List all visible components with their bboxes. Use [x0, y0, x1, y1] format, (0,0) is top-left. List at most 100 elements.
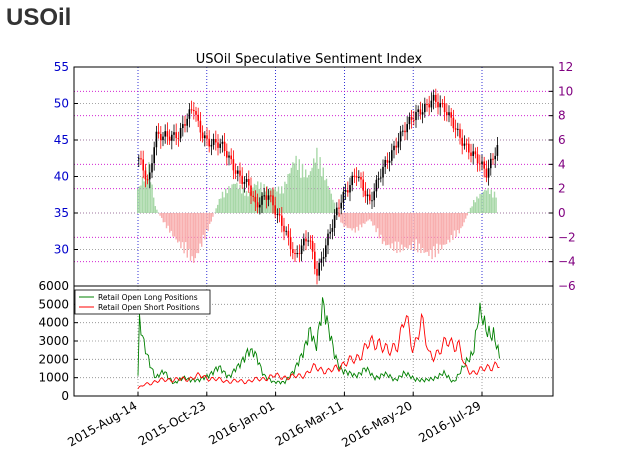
sentiment-bar [468, 211, 470, 213]
candle-body [362, 179, 364, 191]
candle-body [404, 130, 406, 133]
sentiment-bar [298, 159, 300, 213]
sentiment-bar [217, 204, 219, 213]
sentiment-bar [145, 167, 147, 213]
sentiment-bar [431, 213, 433, 260]
sentiment-bar [362, 213, 364, 224]
right-tick-label: 10 [558, 84, 573, 98]
candle-body [417, 109, 419, 112]
candle-body [494, 155, 496, 160]
candle-body [340, 202, 342, 209]
sentiment-bar [474, 202, 476, 213]
sentiment-bar [186, 213, 188, 258]
right-tick-label: 6 [558, 133, 566, 147]
candle-body [305, 238, 307, 242]
candle-body [212, 138, 215, 145]
sentiment-bar [247, 196, 249, 213]
candle-body [327, 233, 329, 246]
sentiment-bar [236, 182, 238, 213]
sentiment-bar [258, 188, 260, 213]
legend-label-short: Retail Open Short Positions [98, 303, 200, 312]
sentiment-bar [327, 186, 329, 213]
candle-body [175, 132, 177, 139]
sentiment-bar [481, 194, 483, 213]
candle-body [421, 112, 424, 115]
candle-body [358, 176, 360, 178]
candle-body [239, 170, 241, 176]
candle-body [353, 175, 356, 177]
candle-body [138, 158, 140, 160]
sentiment-bar [231, 184, 233, 213]
sentiment-bar [372, 213, 374, 226]
sentiment-bar [196, 213, 198, 254]
sentiment-bar [375, 213, 377, 233]
sentiment-bar [330, 193, 332, 213]
sentiment-bar [285, 183, 288, 213]
sentiment-bar [281, 186, 283, 213]
candle-body [481, 161, 483, 165]
candle-body [281, 215, 283, 226]
candle-body [300, 245, 303, 255]
sentiment-bar [348, 213, 350, 229]
sentiment-bar [485, 190, 488, 213]
candle-body [351, 175, 353, 186]
sentiment-bar [149, 182, 152, 213]
candle-body [395, 145, 397, 148]
sentiment-bar [340, 213, 342, 223]
sentiment-bar [495, 197, 497, 213]
candle-body [285, 230, 287, 232]
sentiment-bar [447, 213, 449, 240]
sentiment-bar [210, 213, 212, 222]
long-positions-line [137, 297, 500, 385]
sentiment-bar [402, 213, 404, 251]
sentiment-bar [332, 199, 334, 213]
sentiment-bar [439, 213, 441, 245]
sentiment-bar [201, 213, 203, 247]
candle-body [217, 142, 219, 148]
x-tick-label: 2016-Jan-01 [206, 398, 277, 447]
sentiment-bar [156, 209, 158, 213]
candle-body [318, 262, 320, 276]
right-tick-label: −2 [558, 230, 576, 244]
candle-body [428, 104, 430, 108]
candle-body [446, 112, 448, 116]
candle-body [221, 141, 224, 144]
candle-body [265, 195, 268, 200]
candle-body [325, 245, 327, 257]
candle-body [250, 185, 252, 196]
candle-body [294, 253, 296, 255]
candle-body [408, 116, 411, 125]
candle-body [309, 240, 312, 242]
candle-body [182, 124, 184, 129]
candle-body [190, 109, 193, 111]
sentiment-bar [237, 188, 240, 213]
sentiment-bar [341, 213, 344, 224]
candle-body [468, 143, 470, 153]
candle-body [151, 163, 153, 173]
candle-body [320, 258, 323, 263]
sentiment-bar [349, 213, 352, 229]
candle-body [384, 159, 386, 167]
candle-body [344, 190, 347, 192]
sentiment-bar [242, 187, 244, 213]
sentiment-bar [333, 202, 336, 213]
sentiment-bar [183, 213, 185, 254]
sentiment-bar [161, 213, 163, 218]
candle-body [391, 150, 393, 161]
sentiment-bar [452, 213, 454, 240]
sentiment-bar [277, 186, 280, 213]
sentiment-bar [324, 180, 326, 213]
left-tick-label: 1000 [38, 371, 69, 385]
sentiment-bar [260, 182, 262, 213]
candle-body [166, 131, 169, 137]
sentiment-bar [356, 213, 358, 227]
sentiment-bar [207, 213, 209, 232]
sentiment-bar [169, 213, 171, 233]
sentiment-bar [469, 207, 472, 213]
sentiment-bar [450, 213, 452, 235]
sentiment-bar [173, 213, 176, 237]
candle-body [292, 249, 294, 254]
sentiment-bar [293, 163, 296, 213]
sentiment-bar [175, 213, 177, 240]
